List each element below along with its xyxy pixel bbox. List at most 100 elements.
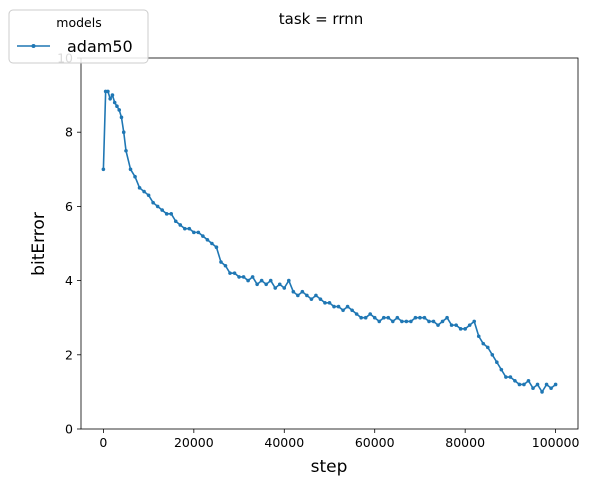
data-point <box>400 319 404 324</box>
data-point <box>463 327 467 331</box>
data-point <box>219 260 223 264</box>
data-point <box>117 108 122 112</box>
data-point <box>409 319 413 324</box>
data-point <box>255 282 259 287</box>
y-tick-label: 6 <box>65 199 73 214</box>
data-point <box>445 315 449 320</box>
legend-title: models <box>56 15 101 30</box>
x-tick-label: 60000 <box>355 435 395 450</box>
data-point <box>106 89 110 94</box>
data-point <box>155 204 160 209</box>
data-point <box>535 382 540 387</box>
data-point <box>422 315 427 320</box>
data-point <box>526 378 531 383</box>
data-point <box>345 304 350 309</box>
data-point <box>513 378 517 383</box>
x-tick-label: 80000 <box>445 435 485 450</box>
data-point <box>495 360 499 365</box>
data-point <box>318 297 323 301</box>
data-point <box>169 212 174 216</box>
data-point <box>305 293 309 298</box>
data-point <box>395 315 400 320</box>
data-point <box>540 390 544 394</box>
data-point <box>427 319 431 324</box>
y-tick-label: 4 <box>65 273 73 288</box>
data-point <box>336 304 341 309</box>
data-point <box>286 278 291 283</box>
data-point <box>314 293 318 298</box>
data-point <box>124 148 128 153</box>
series-layer <box>101 89 558 394</box>
data-point <box>341 308 345 313</box>
data-point <box>277 282 282 287</box>
data-point <box>119 115 124 120</box>
data-point <box>354 312 359 316</box>
x-axis-ticks: 0 20000 40000 60000 80000 100000 <box>99 429 580 450</box>
data-point <box>372 315 377 320</box>
data-point <box>137 186 142 190</box>
data-point <box>485 345 490 350</box>
data-point <box>160 208 164 212</box>
data-point <box>363 315 368 320</box>
x-tick-label: 0 <box>99 435 107 450</box>
data-point <box>187 226 192 231</box>
data-point <box>151 200 155 205</box>
data-point <box>472 319 477 324</box>
legend-marker-adam50 <box>31 44 36 48</box>
data-point <box>246 278 250 283</box>
data-point <box>327 301 332 305</box>
data-point <box>522 382 526 387</box>
data-point <box>359 315 363 320</box>
data-point <box>142 189 146 194</box>
data-point <box>458 327 463 331</box>
data-point <box>237 275 241 279</box>
data-point <box>467 323 472 327</box>
x-tick-label: 20000 <box>174 435 214 450</box>
x-tick-label: 40000 <box>264 435 304 450</box>
data-point <box>133 174 137 179</box>
data-point <box>490 353 495 357</box>
data-point <box>454 323 458 327</box>
data-point <box>250 275 255 279</box>
data-point <box>544 382 549 387</box>
data-point <box>440 319 445 324</box>
x-axis-label: step <box>311 457 348 477</box>
data-point <box>121 130 126 134</box>
data-point <box>115 104 119 109</box>
data-point <box>110 93 115 97</box>
data-point <box>449 323 454 327</box>
data-point <box>413 315 418 320</box>
data-point <box>228 271 232 275</box>
data-point <box>214 245 219 250</box>
y-axis-ticks: 0246810 <box>57 51 81 437</box>
data-point <box>273 286 278 290</box>
y-tick-label: 0 <box>65 422 73 437</box>
data-point <box>531 386 535 390</box>
data-point <box>241 275 246 279</box>
data-point <box>232 271 237 275</box>
series-line-adam50 <box>102 90 557 393</box>
data-point <box>300 289 305 294</box>
data-point <box>481 341 486 346</box>
data-point <box>112 100 117 105</box>
data-point <box>391 319 395 324</box>
data-point <box>268 278 273 283</box>
data-point <box>549 386 553 390</box>
data-point <box>205 237 210 242</box>
data-point <box>418 315 422 320</box>
data-point <box>259 278 264 283</box>
x-tick-label: 100000 <box>532 435 580 450</box>
data-point <box>499 367 504 372</box>
data-point <box>210 241 214 246</box>
data-point <box>377 319 382 324</box>
data-point <box>108 97 112 101</box>
y-tick-label: 2 <box>65 347 73 362</box>
data-point <box>386 315 391 320</box>
data-point <box>173 219 178 224</box>
data-point <box>476 334 481 339</box>
y-tick-label: 8 <box>65 125 73 140</box>
data-point <box>164 212 169 216</box>
data-point <box>323 301 327 305</box>
data-point <box>291 289 296 294</box>
